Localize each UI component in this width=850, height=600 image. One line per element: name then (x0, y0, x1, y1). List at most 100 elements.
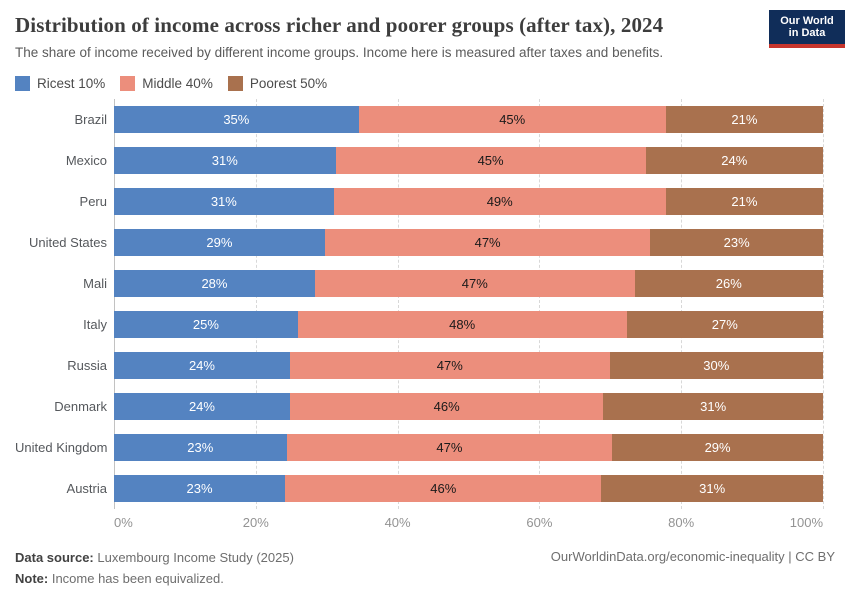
segment-value-label: 48% (449, 317, 476, 333)
footer: Data source: Luxembourg Income Study (20… (15, 548, 835, 590)
segment-value-label: 28% (201, 276, 228, 292)
segment-value-label: 47% (461, 276, 488, 292)
x-axis-tick-label: 40% (384, 515, 411, 531)
segment-value-label: 30% (703, 358, 730, 374)
row-label: United Kingdom (15, 440, 108, 456)
bar-segment[interactable]: 28% (114, 270, 315, 298)
row-label: Austria (66, 481, 107, 497)
chart-row: Denmark 24% 46% 31% (15, 386, 823, 427)
x-axis-tick-label: 80% (668, 515, 695, 531)
chart-row: Peru 31% 49% 21% (15, 181, 823, 222)
segment-value-label: 31% (211, 153, 238, 169)
stacked-bar: 23% 47% 29% (114, 434, 823, 462)
bar-segment[interactable]: 24% (114, 352, 290, 380)
bar-segment[interactable]: 35% (114, 106, 359, 134)
chart-rows: Brazil 35% 45% 21% Mexico 31% 45% 24% Peru 31% 49%… (15, 99, 824, 510)
bar-segment[interactable]: 21% (665, 188, 823, 216)
page-subtitle: The share of income received by differen… (15, 45, 664, 61)
bar-segment[interactable]: 46% (285, 475, 602, 503)
chart-row: Brazil 35% 45% 21% (15, 99, 823, 140)
chart-row: Mali 28% 47% 26% (15, 263, 823, 304)
stacked-bar: 25% 48% 27% (114, 311, 823, 339)
chart-row: Mexico 31% 45% 24% (15, 140, 823, 181)
stacked-bar: 24% 46% 31% (114, 393, 823, 421)
bar-segment[interactable]: 47% (289, 352, 610, 380)
segment-value-label: 24% (188, 358, 215, 374)
legend-label: Poorest 50% (249, 76, 328, 92)
segment-value-label: 29% (704, 440, 731, 456)
stacked-bar: 31% 45% 24% (114, 147, 823, 175)
stacked-bar: 31% 49% 21% (114, 188, 823, 216)
segment-value-label: 31% (699, 481, 726, 497)
stacked-bar: 29% 47% 23% (114, 229, 823, 257)
segment-value-label: 31% (210, 194, 237, 210)
chart-row: United States 29% 47% 23% (15, 222, 823, 263)
chart-row: Austria 23% 46% 31% (15, 468, 823, 509)
bar-segment[interactable]: 27% (626, 311, 823, 339)
legend-swatch (227, 76, 243, 92)
bar-segment[interactable]: 29% (612, 434, 823, 462)
bar-segment[interactable]: 30% (609, 352, 823, 380)
gridline (255, 99, 257, 510)
bar-segment[interactable]: 47% (286, 434, 613, 462)
segment-value-label: 26% (715, 276, 742, 292)
row-label: United States (28, 235, 107, 251)
bar-segment[interactable]: 24% (645, 147, 823, 175)
segment-value-label: 25% (192, 317, 219, 333)
bar-segment[interactable]: 31% (601, 475, 823, 503)
bar-segment[interactable]: 49% (333, 188, 666, 216)
segment-value-label: 23% (723, 235, 750, 251)
note-text: Income has been equivalized. (48, 570, 224, 586)
row-label: Italy (83, 317, 107, 333)
x-axis-tick-label: 60% (526, 515, 553, 531)
legend-item[interactable]: Middle 40% (120, 76, 213, 92)
row-label: Mexico (65, 153, 107, 169)
attribution-link[interactable]: OurWorldinData.org/economic-inequality |… (550, 549, 835, 565)
gridline (681, 99, 683, 510)
bar-segment[interactable]: 47% (324, 229, 651, 257)
segment-value-label: 27% (711, 317, 738, 333)
legend-swatch (120, 76, 136, 92)
segment-value-label: 24% (721, 153, 748, 169)
segment-value-label: 47% (436, 440, 463, 456)
y-axis-line (114, 99, 115, 510)
segment-value-label: 31% (700, 399, 727, 415)
bar-segment[interactable]: 45% (335, 147, 646, 175)
bar-segment[interactable]: 31% (114, 188, 334, 216)
bar-segment[interactable]: 23% (114, 475, 286, 503)
bar-segment[interactable]: 45% (358, 106, 666, 134)
chart: Brazil 35% 45% 21% Mexico 31% 45% 24% Peru 31% 49%… (15, 99, 824, 539)
segment-value-label: 23% (187, 440, 214, 456)
header: Distribution of income across richer and… (15, 10, 845, 62)
note-label: Note: (15, 570, 49, 586)
legend-item[interactable]: Poorest 50% (227, 76, 328, 92)
bar-segment[interactable]: 46% (289, 393, 604, 421)
segment-value-label: 21% (731, 194, 758, 210)
bar-segment[interactable]: 24% (114, 393, 290, 421)
bar-segment[interactable]: 29% (114, 229, 325, 257)
gridlines (114, 99, 824, 510)
footer-notes: Data source: Luxembourg Income Study (20… (15, 548, 294, 590)
bar-segment[interactable]: 31% (114, 147, 336, 175)
segment-value-label: 35% (223, 112, 250, 128)
owid-logo-line2: in Data (788, 27, 826, 39)
bar-segment[interactable]: 23% (650, 229, 823, 257)
bar-segment[interactable]: 31% (603, 393, 823, 421)
owid-logo[interactable]: Our World in Data (769, 10, 845, 48)
row-label: Brazil (74, 112, 107, 128)
row-label: Russia (67, 358, 107, 374)
segment-value-label: 45% (499, 112, 526, 128)
legend-item[interactable]: Ricest 10% (15, 76, 105, 92)
bar-segment[interactable]: 26% (634, 270, 823, 298)
source-label: Data source: (15, 550, 94, 566)
segment-value-label: 46% (430, 481, 457, 497)
bar-segment[interactable]: 23% (114, 434, 287, 462)
segment-value-label: 24% (188, 399, 215, 415)
bar-segment[interactable]: 47% (314, 270, 635, 298)
bar-segment[interactable]: 25% (114, 311, 298, 339)
bar-segment[interactable]: 48% (297, 311, 627, 339)
bar-segment[interactable]: 21% (665, 106, 823, 134)
owid-logo-line1: Our World (780, 14, 834, 27)
stacked-bar: 35% 45% 21% (114, 106, 823, 134)
